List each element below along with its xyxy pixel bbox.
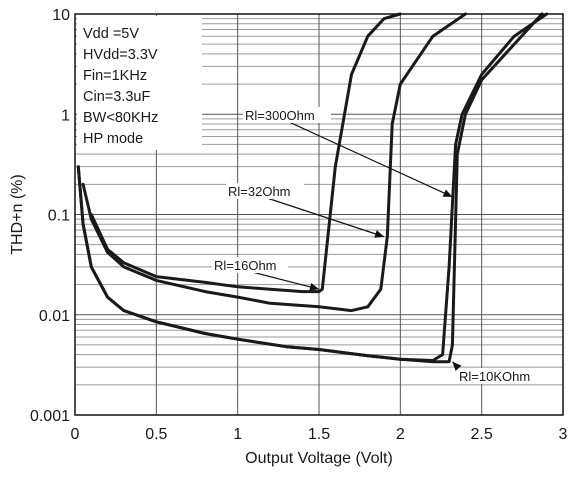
- x-tick-label: 1: [233, 426, 242, 443]
- plot-frame: [74, 13, 564, 416]
- series-line-rl-10kohm: [76, 12, 544, 364]
- condition-hvdd: HVdd=3.3V: [83, 47, 158, 63]
- arrowhead: [442, 189, 453, 197]
- arrow-300ohm: [288, 121, 453, 198]
- label-bg-16ohm: [212, 257, 288, 273]
- tick-labels: 0 0.5 1 1.5 2 2.5 3 0.001 0.01 0.1 1 10: [30, 7, 568, 443]
- x-tick-label: 1.5: [308, 426, 330, 443]
- conditions-background: [77, 16, 202, 150]
- x-tick-label: 0: [71, 426, 80, 443]
- annotation-16ohm: Rl=16Ohm: [212, 257, 320, 291]
- x-tick-label: 2.5: [471, 426, 493, 443]
- condition-fin: Fin=1KHz: [83, 68, 147, 84]
- series-line-rl-32ohm: [81, 12, 467, 313]
- condition-vdd: Vdd =5V: [83, 26, 139, 42]
- x-axis-label: Output Voltage (Volt): [245, 450, 393, 467]
- x-tick-label: 2: [396, 426, 405, 443]
- y-tick-label: 1: [61, 107, 70, 124]
- arrowhead: [374, 230, 385, 238]
- label-bg-300ohm: [243, 107, 331, 123]
- annotation-32ohm: Rl=32Ohm: [226, 183, 385, 238]
- y-tick-label: 10: [52, 7, 70, 24]
- arrowhead: [452, 361, 462, 372]
- arrowhead: [309, 283, 319, 291]
- label-300ohm: Rl=300Ohm: [245, 108, 315, 123]
- condition-mode: HP mode: [83, 131, 143, 147]
- y-tick-label: 0.1: [48, 208, 70, 225]
- annotation-10kohm: Rl=10KOhm: [451, 361, 547, 384]
- condition-cin: Cin=3.3uF: [83, 89, 150, 105]
- plot-border: [74, 13, 564, 416]
- condition-bw: BW<80KHz: [83, 110, 158, 126]
- label-bg-10kohm: [457, 368, 547, 384]
- label-32ohm: Rl=32Ohm: [228, 184, 291, 199]
- annotation-300ohm: Rl=300Ohm: [243, 107, 453, 198]
- x-tick-label: 0.5: [145, 426, 167, 443]
- arrow-32ohm: [266, 197, 385, 238]
- y-tick-label: 0.01: [39, 308, 70, 325]
- series-line-rl-16ohm: [89, 12, 402, 294]
- series-layer: [76, 12, 549, 364]
- y-tick-label: 0.001: [30, 408, 70, 425]
- y-axis-label: THD+n (%): [9, 174, 26, 254]
- conditions-box: Vdd =5V HVdd=3.3V Fin=1KHz Cin=3.3uF BW<…: [77, 16, 202, 150]
- annotations: Rl=300Ohm Rl=32Ohm Rl=16Ohm Rl=10KOhm: [212, 107, 547, 384]
- arrow-16ohm: [251, 271, 320, 290]
- label-bg-32ohm: [226, 183, 304, 199]
- x-tick-label: 3: [559, 426, 568, 443]
- label-10kohm: Rl=10KOhm: [459, 369, 530, 384]
- label-16ohm: Rl=16Ohm: [214, 258, 277, 273]
